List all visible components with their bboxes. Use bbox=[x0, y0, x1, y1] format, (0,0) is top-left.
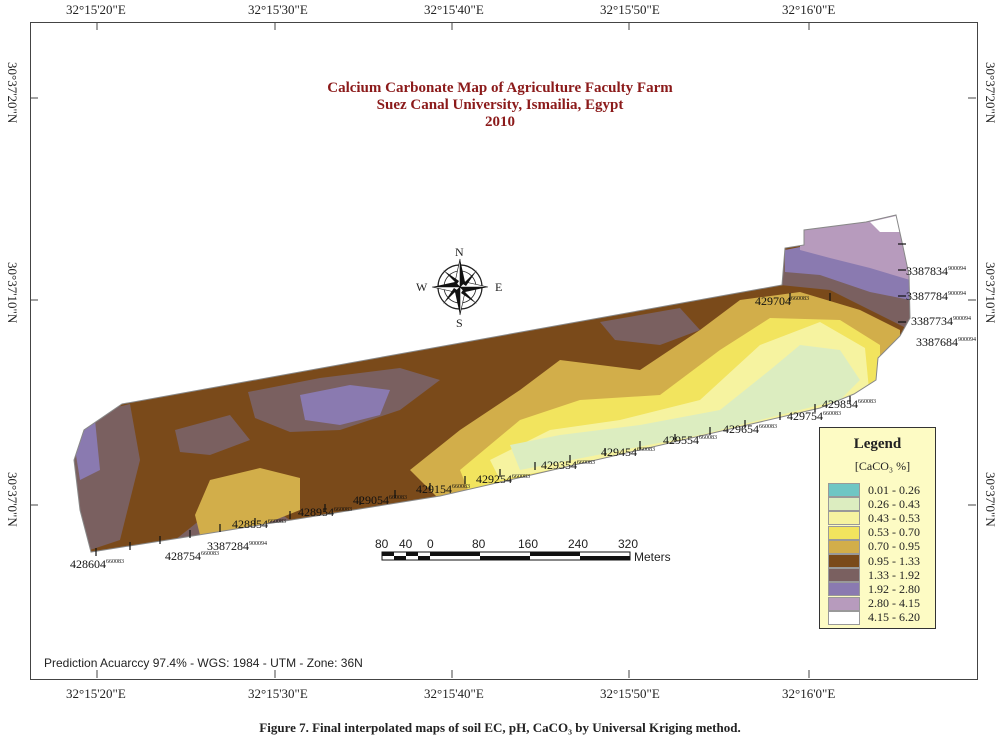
legend-swatch bbox=[828, 610, 860, 625]
scale-label: 40 bbox=[399, 537, 413, 551]
legend-item: 4.15 - 6.20 bbox=[828, 610, 920, 626]
easting-label: 429054660083 bbox=[353, 493, 407, 507]
legend-swatch bbox=[828, 497, 860, 512]
figure-caption: Figure 7. Final interpolated maps of soi… bbox=[259, 720, 741, 735]
map-title-line-3: 2010 bbox=[485, 114, 515, 130]
top-longitude-label: 32°16'0"E bbox=[782, 2, 836, 17]
easting-label: 429554660083 bbox=[663, 433, 717, 447]
easting-ticks bbox=[95, 243, 906, 556]
legend-title: Legend bbox=[853, 436, 902, 452]
legend-range-label: 0.01 - 0.26 bbox=[868, 482, 920, 497]
easting-label: 429454660083 bbox=[601, 445, 655, 459]
legend-item: 0.43 - 0.53 bbox=[828, 510, 920, 526]
scale-label: 240 bbox=[568, 537, 589, 551]
scale-label: 80 bbox=[375, 537, 389, 551]
easting-label: 429154660083 bbox=[416, 482, 470, 496]
legend-swatch bbox=[828, 596, 860, 611]
legend-item: 0.01 - 0.26 bbox=[828, 482, 920, 498]
legend-range-label: 0.70 - 0.95 bbox=[868, 539, 920, 554]
map-title-line-2: Suez Canal University, Ismailia, Egypt bbox=[376, 97, 624, 113]
easting-label: 428854660083 bbox=[232, 517, 286, 531]
northing-label: 3387684900094 bbox=[916, 335, 976, 349]
legend-unit: [CaCO₃ %] bbox=[854, 459, 911, 473]
frame-ticks bbox=[30, 22, 976, 678]
top-longitude-label: 32°15'20"E bbox=[66, 2, 126, 17]
legend-range-label: 2.80 - 4.15 bbox=[868, 596, 920, 611]
legend-item: 1.92 - 2.80 bbox=[828, 581, 920, 597]
bottom-longitude-label: 32°16'0"E bbox=[782, 686, 836, 701]
top-longitude-label: 32°15'50"E bbox=[600, 2, 660, 17]
northing-label: 3387784900094 bbox=[906, 289, 966, 303]
scale-label: 320 bbox=[618, 537, 639, 551]
legend-swatch bbox=[828, 539, 860, 554]
legend-item: 0.53 - 0.70 bbox=[828, 525, 920, 541]
legend-range-label: 1.33 - 1.92 bbox=[868, 567, 920, 582]
compass-north-label: N bbox=[455, 245, 464, 259]
scale-label: 0 bbox=[427, 537, 434, 551]
legend-box: Legend [CaCO₃ %] 0.01 - 0.26 0.26 - 0.43 0… bbox=[819, 427, 936, 629]
compass-east-label: E bbox=[495, 280, 503, 294]
top-longitude-label: 32°15'40"E bbox=[424, 2, 484, 17]
northing-label: 3387834900094 bbox=[906, 264, 966, 278]
legend-range-label: 4.15 - 6.20 bbox=[868, 610, 920, 625]
legend-range-label: 1.92 - 2.80 bbox=[868, 581, 920, 596]
legend-item: 2.80 - 4.15 bbox=[828, 596, 920, 612]
easting-label: 428754660083 bbox=[165, 549, 219, 563]
legend-item: 1.33 - 1.92 bbox=[828, 567, 920, 583]
easting-label: 429854660083 bbox=[822, 397, 876, 411]
legend-range-label: 0.26 - 0.43 bbox=[868, 496, 920, 511]
legend-item: 0.95 - 1.33 bbox=[828, 553, 920, 569]
easting-label: 428954660083 bbox=[298, 505, 352, 519]
legend-swatch bbox=[828, 582, 860, 597]
legend-item: 0.26 - 0.43 bbox=[828, 496, 920, 512]
legend-range-label: 0.43 - 0.53 bbox=[868, 510, 920, 525]
legend-swatch bbox=[828, 568, 860, 583]
bottom-longitude-label: 32°15'50"E bbox=[600, 686, 660, 701]
bottom-longitude-label: 32°15'20"E bbox=[66, 686, 126, 701]
legend-swatch bbox=[828, 483, 860, 497]
scale-unit: Meters bbox=[634, 550, 671, 564]
easting-label: 429754660083 bbox=[787, 409, 841, 423]
compass-south-label: S bbox=[456, 316, 463, 330]
compass-rose bbox=[431, 258, 489, 316]
bottom-longitude-label: 32°15'30"E bbox=[248, 686, 308, 701]
bottom-longitude-label: 32°15'40"E bbox=[424, 686, 484, 701]
scale-bar bbox=[381, 551, 631, 561]
legend-swatch bbox=[828, 554, 860, 568]
northing-label: 3387734900094 bbox=[911, 314, 971, 328]
easting-label: 429254660083 bbox=[476, 472, 530, 486]
scale-label: 160 bbox=[518, 537, 539, 551]
easting-label: 429704660083 bbox=[755, 294, 809, 308]
caco3-surface bbox=[74, 215, 910, 552]
legend-swatch bbox=[828, 511, 860, 526]
map-title-line-1: Calcium Carbonate Map of Agriculture Fac… bbox=[327, 80, 673, 96]
legend-range-label: 0.53 - 0.70 bbox=[868, 525, 920, 540]
scale-label: 80 bbox=[472, 537, 486, 551]
legend-range-label: 0.95 - 1.33 bbox=[868, 553, 920, 568]
legend-item: 0.70 - 0.95 bbox=[828, 539, 920, 555]
easting-label: 428604660083 bbox=[70, 557, 124, 571]
top-longitude-label: 32°15'30"E bbox=[248, 2, 308, 17]
northing-label: 3387284900094 bbox=[207, 539, 267, 553]
prediction-accuracy-note: Prediction Acuarccy 97.4% - WGS: 1984 - … bbox=[44, 656, 363, 670]
legend-swatch bbox=[828, 525, 860, 540]
easting-label: 429654660083 bbox=[723, 422, 777, 436]
compass-west-label: W bbox=[416, 280, 428, 294]
easting-label: 429354660083 bbox=[541, 458, 595, 472]
